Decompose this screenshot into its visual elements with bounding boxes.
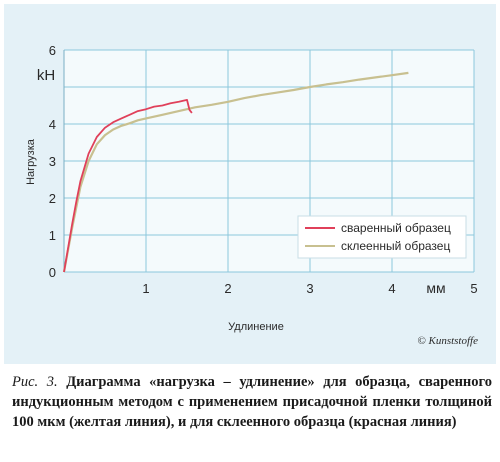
x-tick-label: 5 [470,281,477,296]
y-tick-label: 3 [49,154,56,169]
x-unit-label: мм [426,280,445,296]
credit-text: © Kunststoffe [417,335,478,347]
legend-label-welded: сваренный образец [341,221,451,235]
legend: сваренный образец склеенный образец [297,215,467,259]
y-unit-label: kH [37,67,55,84]
series-line-glued [62,71,409,273]
series-line-welded [63,99,193,273]
x-axis-title: Удлинение [228,321,284,333]
legend-box [297,215,467,259]
y-tick-label: 2 [49,191,56,206]
y-tick-labels: 0 1 2 3 4 6 [49,43,56,280]
x-tick-labels: 1 2 3 4 5 [142,281,477,296]
series-lines [62,71,409,273]
x-tick-label: 1 [142,281,149,296]
y-tick-label: 4 [49,117,56,132]
y-tick-label: 6 [49,43,56,58]
figure-panel: 0 1 2 3 4 6 1 2 3 4 5 kH мм Нагрузка Удлинение св… [4,4,496,364]
legend-label-glued: склеенный образец [341,239,450,253]
x-tick-label: 4 [388,281,395,296]
x-tick-label: 3 [306,281,313,296]
caption-label: Рис. 3. [12,374,58,390]
caption-text: Диаграмма «нагрузка – удлинение» для обр… [12,374,493,430]
load-elongation-chart: 0 1 2 3 4 6 1 2 3 4 5 kH мм Нагрузка Удлинение св… [25,43,478,347]
y-tick-label: 0 [49,265,56,280]
figure-caption: Рис. 3. Диаграмма «нагрузка – удлинение»… [12,372,492,432]
x-tick-label: 2 [224,281,231,296]
y-tick-label: 1 [49,228,56,243]
y-axis-title: Нагрузка [25,138,37,185]
